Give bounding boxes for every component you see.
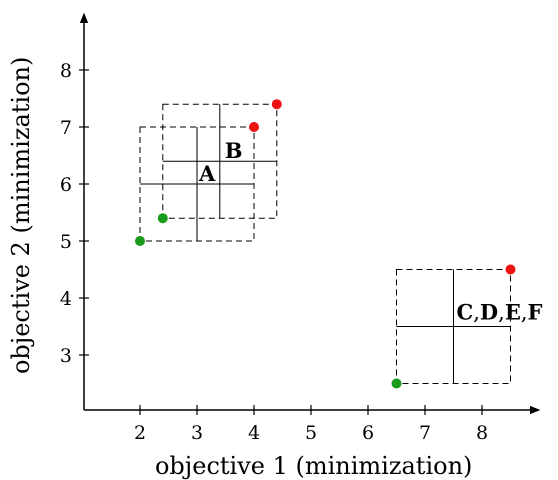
y-tick-label: 8 [60,60,72,82]
box-labels-layer: ABC,D,E,F [198,138,543,324]
points-layer [135,99,516,389]
box-label-part: C [457,300,474,325]
data-point [249,122,259,132]
axes-layer [79,12,541,415]
x-tick-label: 6 [362,422,374,444]
y-axis-title: objective 2 (minimization) [7,57,35,374]
box-label-a: A [198,161,216,186]
x-tick-label: 8 [476,422,488,444]
data-point [157,213,168,224]
y-tick-label: 3 [60,345,72,367]
box-label-part: , [498,301,505,325]
x-tick-label: 3 [191,422,203,444]
y-tick-label: 4 [60,288,72,310]
y-tick-label: 6 [60,174,72,196]
x-tick-label: 4 [248,422,260,444]
boxes-layer [139,103,511,384]
box-label-part: , [521,301,528,325]
box-label-cdef: C,D,E,F [457,300,543,325]
data-point [135,236,145,246]
x-tick-label: 7 [419,422,431,444]
x-tick-label: 5 [305,422,317,444]
box-label-b: B [225,138,243,163]
x-tick-label: 2 [134,422,146,444]
ticks-layer: 2 3 4 5 6 7 8 3 4 5 6 7 8 [60,60,488,444]
data-point [271,99,282,110]
box-label-part: E [505,300,521,325]
y-tick-label: 7 [60,117,72,139]
data-point [505,264,516,275]
data-point [391,378,402,389]
x-axis-title: objective 1 (minimization) [155,452,472,480]
y-tick-label: 5 [60,231,72,253]
box-label-part: , [473,301,480,325]
box-label-part: F [528,300,543,325]
box-label-part: D [480,300,498,325]
